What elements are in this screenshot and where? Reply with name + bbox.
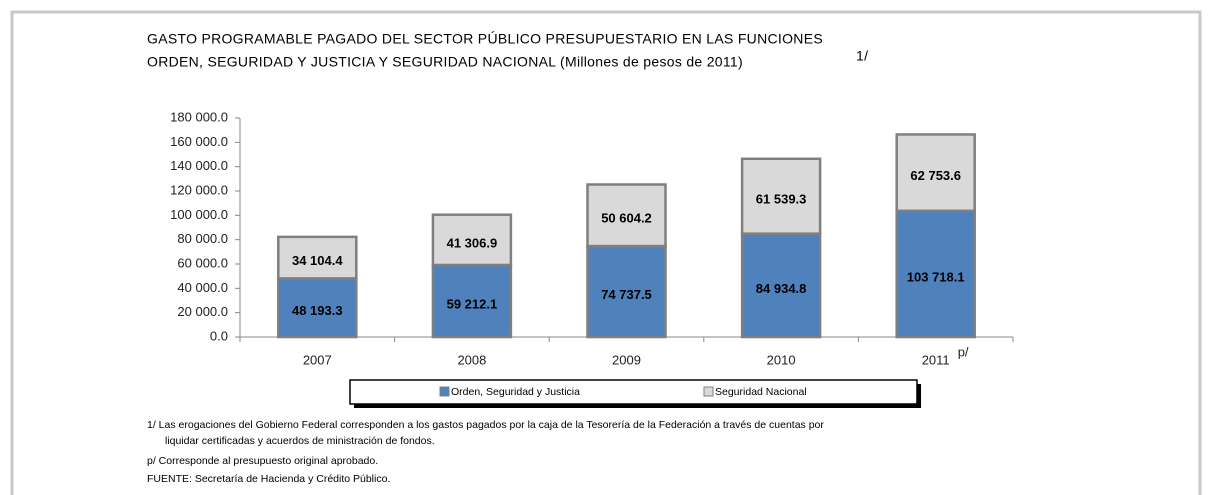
y-tick-label: 40 000.0 xyxy=(177,280,228,295)
value-label: 84 934.8 xyxy=(756,281,807,296)
y-tick-label: 60 000.0 xyxy=(177,255,228,270)
bar-segment xyxy=(277,277,358,339)
bar-segment xyxy=(740,232,822,339)
footnote: FUENTE: Secretaría de Hacienda y Crédito… xyxy=(147,473,390,485)
y-tick-label: 160 000.0 xyxy=(170,134,228,149)
y-tick-label: 80 000.0 xyxy=(177,231,228,246)
x-tick-label: 2007 xyxy=(303,352,332,367)
bar-segment xyxy=(895,209,976,339)
x-tick-label: 2009 xyxy=(612,352,641,367)
category-note: p/ xyxy=(958,344,969,359)
footnote: liquidar certificadas y acuerdos de mini… xyxy=(165,435,435,447)
value-label: 41 306.9 xyxy=(447,235,498,250)
bar-segment xyxy=(586,183,667,248)
chart-title: ORDEN, SEGURIDAD Y JUSTICIA Y SEGURIDAD … xyxy=(147,54,743,70)
value-label: 50 604.2 xyxy=(601,211,652,226)
y-tick-label: 100 000.0 xyxy=(170,207,228,222)
legend-swatch xyxy=(439,386,450,397)
value-label: 48 193.3 xyxy=(292,303,343,318)
title-note: 1/ xyxy=(856,48,868,64)
value-label: 62 753.6 xyxy=(910,168,961,183)
legend-label: Orden, Seguridad y Justicia xyxy=(451,386,580,398)
x-tick-label: 2010 xyxy=(767,352,796,367)
bar-segment xyxy=(277,235,358,280)
y-tick-label: 140 000.0 xyxy=(170,158,228,173)
bar-segment xyxy=(586,244,667,339)
value-label: 34 104.4 xyxy=(292,253,343,268)
frame xyxy=(10,10,1202,495)
x-tick-label: 2011 xyxy=(922,352,950,367)
y-tick-label: 0.0 xyxy=(210,328,228,343)
y-tick-label: 20 000.0 xyxy=(177,304,228,319)
bar-segment xyxy=(895,133,976,213)
bar-segment xyxy=(431,213,513,267)
value-label: 61 539.3 xyxy=(756,192,807,207)
y-tick-label: 120 000.0 xyxy=(170,182,228,197)
legend-swatch xyxy=(703,386,714,397)
footnote: p/ Corresponde al presupuesto original a… xyxy=(147,455,378,467)
legend-label: Seguridad Nacional xyxy=(715,386,807,398)
value-label: 74 737.5 xyxy=(601,287,652,302)
footnote: 1/ Las erogaciones del Gobierno Federal … xyxy=(147,419,824,431)
legend-box xyxy=(349,379,918,405)
bar-segment xyxy=(431,263,513,339)
value-label: 59 212.1 xyxy=(447,296,498,311)
y-tick-label: 180 000.0 xyxy=(170,109,228,124)
bar-segment xyxy=(740,157,822,235)
chart-title: GASTO PROGRAMABLE PAGADO DEL SECTOR PÚBL… xyxy=(147,31,823,47)
x-tick-label: 2008 xyxy=(457,352,486,367)
value-label: 103 718.1 xyxy=(907,269,965,284)
